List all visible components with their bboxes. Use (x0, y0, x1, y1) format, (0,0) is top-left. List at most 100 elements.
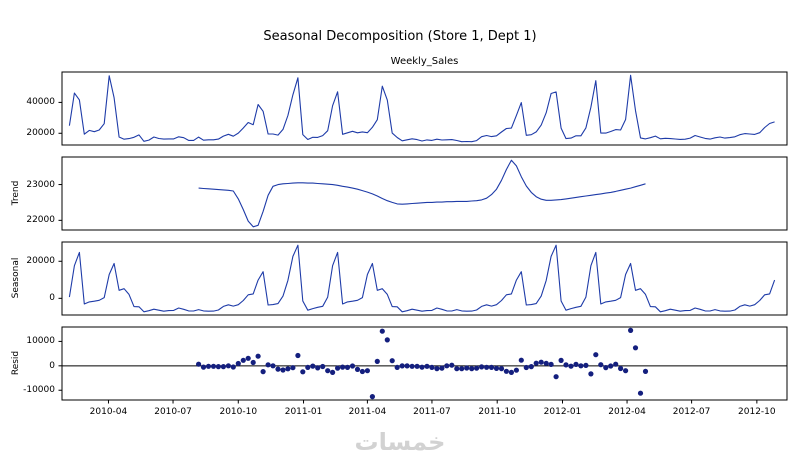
resid-point (578, 363, 584, 369)
resid-point (235, 360, 241, 367)
resid-point (404, 363, 410, 369)
resid-point (245, 355, 251, 361)
resid-point (449, 362, 455, 368)
resid-point (513, 367, 520, 373)
resid-point (215, 364, 221, 370)
resid-point (196, 361, 202, 367)
resid-point (523, 364, 529, 371)
resid-point (573, 361, 579, 367)
resid-point (558, 357, 564, 363)
seasonal-line (68, 244, 776, 313)
x-tick-label: 2010-07 (154, 407, 192, 417)
resid-point (335, 365, 341, 371)
resid-point (434, 366, 440, 372)
observed-panel-border (61, 71, 788, 146)
resid-point (320, 363, 326, 370)
resid-point (459, 366, 465, 372)
resid-point (409, 363, 415, 369)
resid-point (260, 369, 266, 375)
resid-point (583, 362, 589, 368)
resid-point (205, 363, 212, 369)
x-tick-label: 2012-04 (608, 407, 646, 417)
resid-point (508, 369, 514, 375)
resid-point (568, 363, 574, 369)
resid-point (394, 364, 400, 370)
resid-point (454, 366, 460, 372)
x-tick-label: 2010-10 (219, 407, 258, 417)
figure-title: Seasonal Decomposition (Store 1, Dept 1) (263, 29, 537, 44)
resid-point (429, 364, 435, 370)
resid-point (469, 366, 475, 372)
resid-point (553, 374, 559, 380)
x-tick-label: 2012-01 (543, 407, 582, 417)
y-tick-label: 20000 (26, 128, 55, 139)
resid-point (280, 367, 286, 373)
resid-point (220, 364, 226, 370)
resid-point (608, 363, 614, 369)
resid-point (498, 366, 505, 372)
y-tick-label: 10000 (26, 336, 55, 347)
resid-point (369, 394, 375, 400)
resid-point (593, 352, 599, 358)
resid-point (488, 364, 495, 370)
resid-point (637, 390, 644, 396)
trend-line (198, 159, 646, 228)
resid-point (464, 365, 470, 371)
x-tick-label: 2011-01 (284, 407, 323, 417)
resid-point (538, 359, 544, 365)
resid-point (389, 358, 395, 364)
resid-point (424, 363, 430, 369)
resid-point (528, 364, 534, 370)
resid-point (359, 368, 365, 375)
resid-point (240, 357, 246, 363)
resid-point (623, 368, 629, 374)
resid-point (632, 345, 639, 351)
resid-point (275, 366, 281, 372)
resid-point (618, 365, 624, 372)
trend-panel-border (61, 156, 788, 231)
resid-point (255, 353, 261, 359)
resid-point (503, 368, 509, 374)
resid-point (603, 365, 609, 371)
resid-point (290, 365, 296, 371)
resid-point (399, 363, 405, 369)
y-tick-label: 40000 (26, 97, 55, 108)
resid-point (225, 363, 231, 369)
y-tick-label: -10000 (23, 385, 55, 396)
resid-point (543, 360, 549, 366)
seasonal-panel-border (61, 241, 788, 316)
resid-point (493, 365, 500, 371)
resid-point (439, 365, 445, 371)
resid-point (340, 364, 346, 370)
resid-point (518, 357, 524, 363)
resid-point (533, 360, 539, 366)
resid-point (419, 364, 425, 370)
resid-point (305, 364, 311, 370)
resid-point (628, 327, 634, 333)
resid-point (384, 337, 390, 343)
resid-point (210, 363, 217, 369)
y-tick-label: 22000 (26, 215, 55, 226)
resid-point (330, 369, 336, 375)
watermark: خمسات (354, 428, 446, 456)
resid-point (642, 368, 649, 374)
resid-point (598, 362, 604, 368)
y-tick-label: 20000 (26, 256, 55, 267)
resid-point (484, 364, 490, 370)
resid-point (613, 361, 619, 367)
resid-point (325, 368, 331, 374)
y-tick-label: 23000 (26, 179, 55, 190)
y-tick-label: 0 (49, 293, 55, 304)
x-tick-label: 2011-07 (413, 407, 451, 417)
resid-point (548, 361, 554, 367)
resid-point (349, 363, 356, 369)
x-tick-label: 2012-10 (738, 407, 776, 417)
resid-point (285, 366, 291, 372)
resid-point (364, 368, 370, 374)
observed-panel-title: Weekly_Sales (390, 56, 459, 67)
resid-point (563, 362, 569, 368)
resid-panel-border (61, 326, 788, 401)
resid-point (588, 371, 594, 377)
resid-point (200, 364, 207, 370)
